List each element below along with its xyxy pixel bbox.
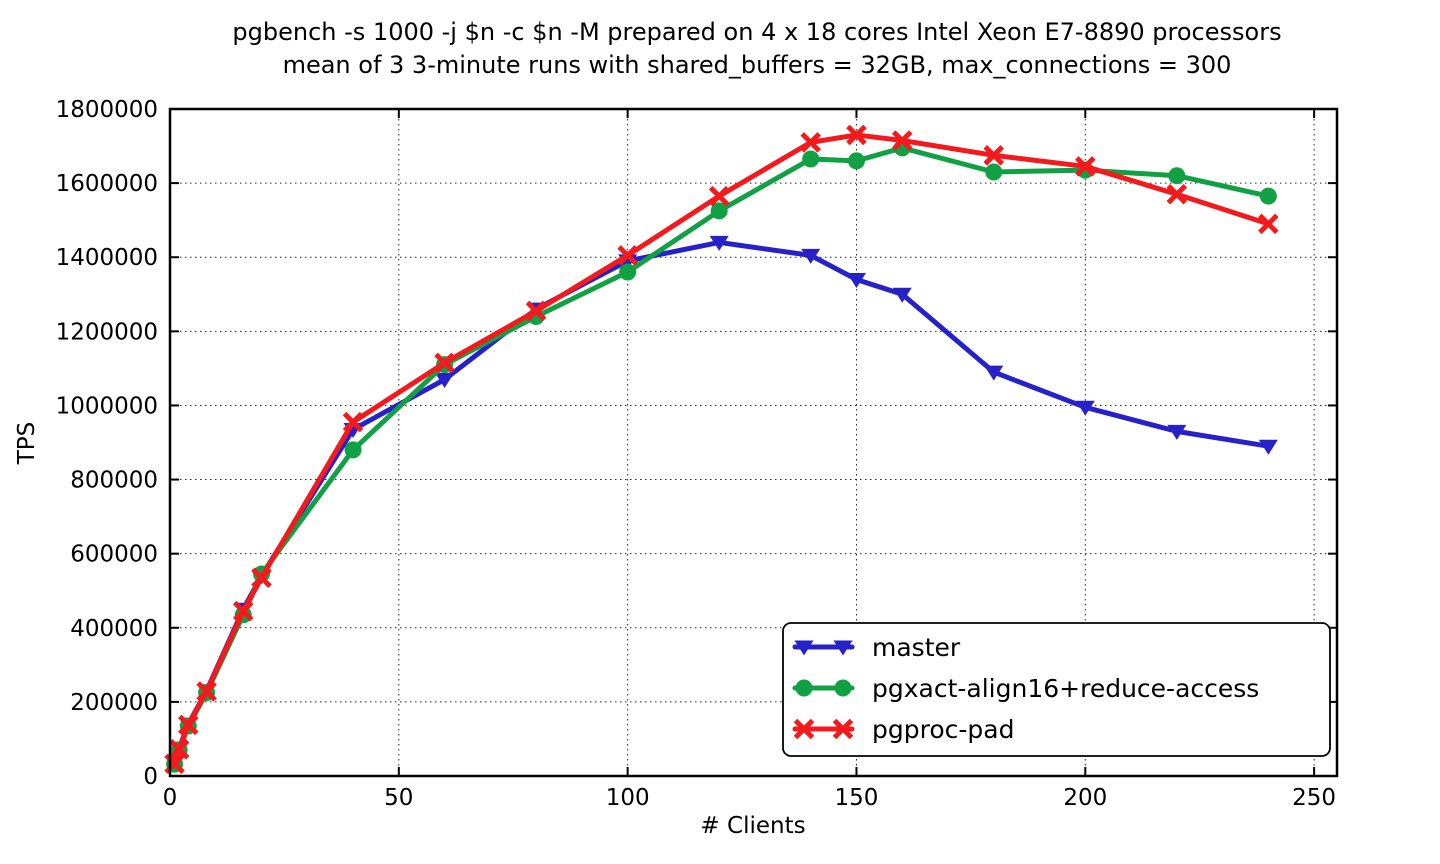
x-axis-label: # Clients (700, 813, 805, 839)
chart-title-line2: mean of 3 3-minute runs with shared_buff… (283, 51, 1232, 79)
legend-label-pgxact-align16-reduce-access: pgxact-align16+reduce-access (872, 674, 1259, 703)
data-point-master-160 (892, 287, 912, 303)
data-point-pgproc-pad-160 (891, 130, 913, 151)
data-point-master-140 (801, 248, 821, 264)
chart-title-line1: pgbench -s 1000 -j $n -c $n -M prepared … (232, 18, 1281, 46)
legend-label-master: master (872, 633, 961, 662)
data-point-pgxact-align16-reduce-access-180 (985, 163, 1003, 181)
legend-marker-pgproc-pad-b (832, 718, 854, 740)
x-tick-label-200: 200 (1063, 785, 1107, 811)
data-point-pgproc-pad-180 (983, 145, 1005, 166)
data-point-master-180 (984, 365, 1004, 381)
x-tick-label-0: 0 (163, 785, 178, 811)
y-tick-label-800000: 800000 (70, 468, 158, 494)
y-tick-label-400000: 400000 (70, 616, 158, 642)
data-point-pgproc-pad-60 (434, 352, 455, 374)
legend-box (782, 622, 1331, 757)
y-tick-label-1600000: 1600000 (56, 171, 158, 197)
data-point-pgproc-pad-2 (168, 739, 190, 760)
legend-entry-master: master (792, 633, 961, 662)
data-point-pgxact-align16-reduce-access-120 (710, 202, 728, 220)
y-tick-label-600000: 600000 (70, 542, 158, 568)
data-point-master-60 (435, 373, 455, 389)
data-point-pgproc-pad-4 (178, 714, 199, 736)
legend-label-pgproc-pad: pgproc-pad (872, 715, 1014, 744)
x-tick-label-250: 250 (1292, 785, 1336, 811)
y-tick-label-1400000: 1400000 (56, 245, 158, 271)
y-tick-label-0: 0 (143, 764, 158, 790)
data-point-pgproc-pad-80 (525, 300, 547, 322)
y-tick-label-200000: 200000 (70, 690, 158, 716)
data-point-pgxact-align16-reduce-access-240 (1259, 187, 1277, 205)
data-point-pgxact-align16-reduce-access-40 (344, 441, 362, 459)
data-point-pgproc-pad-200 (1075, 156, 1096, 177)
data-point-pgproc-pad-220 (1166, 183, 1188, 205)
data-point-pgproc-pad-16 (232, 600, 254, 622)
legend-marker-pgproc-pad-a (793, 718, 815, 740)
y-axis-label: TPS (14, 422, 40, 466)
legend-entry-pgxact-align16-reduce-access: pgxact-align16+reduce-access (792, 674, 1259, 703)
data-point-pgxact-align16-reduce-access-140 (802, 150, 820, 168)
data-point-pgproc-pad-150 (846, 124, 867, 146)
data-point-master-200 (1075, 400, 1095, 416)
y-tick-label-1200000: 1200000 (56, 319, 158, 345)
data-point-pgproc-pad-20 (251, 567, 272, 589)
data-point-pgproc-pad-8 (196, 681, 217, 702)
data-point-master-220 (1167, 424, 1187, 440)
legend: master pgxact-align16+reduce-access pgproc… (782, 622, 1331, 757)
data-point-pgproc-pad-40 (342, 411, 364, 433)
data-point-pgproc-pad-100 (617, 245, 638, 266)
x-tick-label-100: 100 (606, 785, 650, 811)
plot-border (168, 107, 1339, 778)
data-point-master-240 (1258, 439, 1278, 455)
legend-marker-master-b (833, 640, 853, 656)
data-point-pgxact-align16-reduce-access-150 (847, 152, 865, 170)
y-tick-label-1800000: 1800000 (56, 97, 158, 123)
legend-marker-pgxact-align16-reduce-access-b (834, 679, 852, 697)
legend-entry-pgproc-pad: pgproc-pad (792, 715, 1014, 744)
legend-marker-master-a (794, 640, 814, 656)
data-point-pgxact-align16-reduce-access-220 (1168, 167, 1186, 185)
data-point-pgproc-pad-120 (708, 185, 730, 207)
x-tick-label-150: 150 (835, 785, 879, 811)
data-point-master-120 (709, 235, 729, 251)
x-tick-label-50: 50 (384, 785, 413, 811)
data-point-pgproc-pad-140 (800, 132, 821, 153)
data-point-master-150 (846, 272, 866, 288)
series-pgproc-pad (164, 124, 1279, 775)
plot-area: 0 50 100 150 200 250 0 200000 400000 600000 800000… (56, 97, 1339, 811)
legend-marker-pgxact-align16-reduce-access-a (795, 679, 813, 697)
data-point-pgxact-align16-reduce-access-100 (619, 263, 637, 281)
y-tick-label-1000000: 1000000 (56, 393, 158, 419)
data-point-pgproc-pad-240 (1258, 213, 1279, 235)
